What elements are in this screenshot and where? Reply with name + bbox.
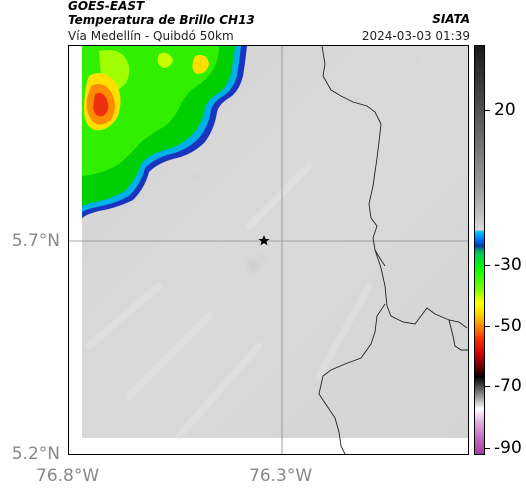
satellite-map[interactable] [68,45,469,455]
star-icon[interactable] [258,235,270,246]
colorbar-label-20: 20 [494,100,516,120]
map-canvas [69,46,468,454]
colorbar-tick-minus70 [485,386,490,387]
lon-label-76.8: 76.8°W [36,466,100,486]
organization-label: SIATA [432,12,470,26]
route-subtitle: Vía Medellín - Quibdó 50km [68,29,234,43]
colorbar-label-minus50: -50 [494,316,522,336]
temperature-colorbar [474,45,485,455]
colorbar-tick-minus50 [485,326,490,327]
cloud-streaks [85,162,373,440]
boundary-line-south [318,303,386,454]
boundary-line-southeast [448,319,468,351]
product-title: Temperatura de Brillo CH13 [68,13,255,27]
timestamp-label: 2024-03-03 01:39 [361,29,470,43]
colorbar-tick-minus90 [485,448,490,449]
cold-cloud-region [82,46,247,218]
satellite-title: GOES-EAST [68,0,145,13]
lon-label-76.3: 76.3°W [249,466,313,486]
colorbar-label-minus70: -70 [494,376,522,396]
lat-label-5.2: 5.2°N [11,444,60,464]
lat-label-5.7: 5.7°N [11,231,60,251]
boundary-line-north [321,46,386,267]
colorbar-tick-minus30 [485,265,490,266]
colorbar-label-minus30: -30 [494,255,522,275]
colorbar-tick-20 [485,110,490,111]
colorbar-label-minus90: -90 [494,438,522,458]
